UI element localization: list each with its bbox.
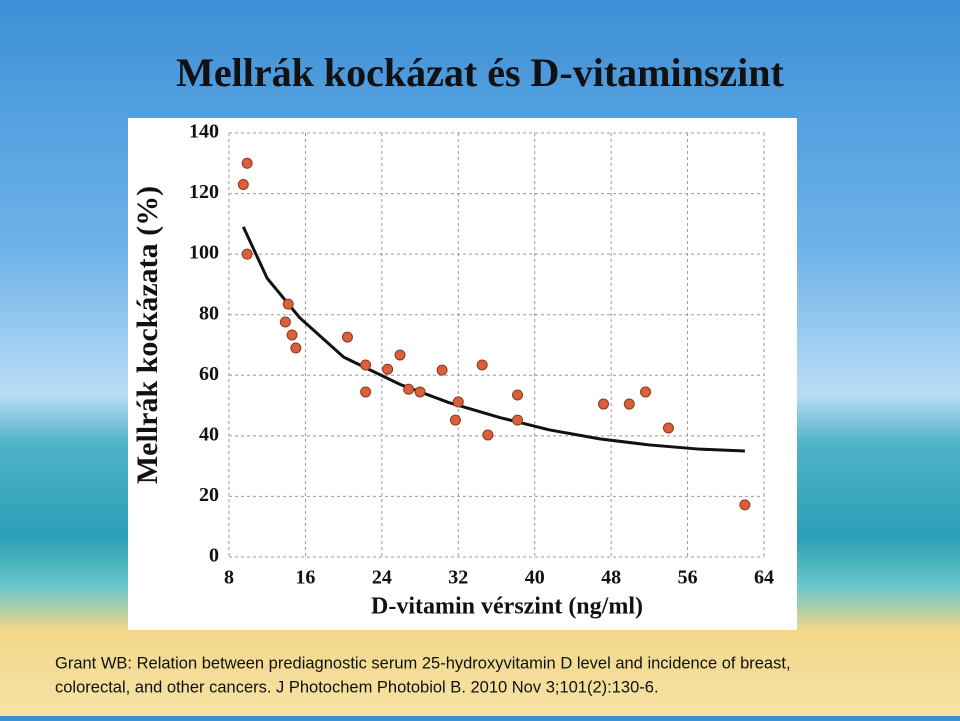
point — [286, 329, 298, 341]
x-tick-label: 48 — [601, 567, 621, 589]
x-tick-label: 40 — [525, 567, 545, 589]
point — [482, 429, 494, 441]
point — [436, 364, 448, 376]
point — [290, 342, 302, 354]
x-tick-label: 24 — [372, 567, 392, 589]
x-tick-label: 8 — [224, 567, 234, 589]
point — [449, 414, 461, 426]
point — [394, 349, 406, 361]
point — [414, 386, 426, 398]
point — [512, 414, 524, 426]
point — [662, 422, 674, 434]
point — [640, 386, 652, 398]
point — [241, 157, 253, 169]
y-tick-label: 100 — [189, 242, 219, 264]
y-axis-label: Mellrák kockázata (%) — [131, 186, 164, 484]
y-tick-label: 80 — [199, 302, 219, 324]
x-tick-label: 56 — [678, 567, 698, 589]
x-tick-label: 64 — [754, 567, 774, 589]
point — [598, 398, 609, 410]
point — [241, 248, 253, 260]
point — [623, 398, 635, 410]
y-tick-label: 20 — [199, 484, 219, 506]
y-tick-label: 120 — [189, 181, 219, 203]
y-tick-label: 140 — [189, 121, 219, 143]
chart-title: Mellrák kockázat és D-vitaminszint — [176, 50, 784, 95]
fit-curve — [241, 226, 745, 453]
caption: Grant WB: Relation between prediagnostic… — [55, 654, 791, 672]
chart-panel — [128, 118, 797, 630]
point — [382, 363, 394, 375]
point — [403, 383, 415, 395]
point — [476, 359, 488, 371]
point — [237, 178, 249, 190]
caption: colorectal, and other cancers. J Photoch… — [55, 678, 659, 696]
y-tick-label: 40 — [199, 423, 219, 445]
point — [512, 389, 524, 401]
x-tick-label: 32 — [448, 567, 468, 589]
point — [279, 316, 291, 328]
point — [360, 386, 372, 398]
x-tick-label: 16 — [295, 567, 315, 589]
point — [739, 499, 751, 511]
y-tick-label: 60 — [199, 363, 219, 385]
point — [341, 331, 353, 343]
point — [360, 359, 372, 371]
point — [282, 298, 294, 310]
y-tick-label: 0 — [209, 545, 219, 567]
point — [452, 396, 464, 408]
x-axis-label: D-vitamin vérszint (ng/ml) — [371, 594, 643, 620]
